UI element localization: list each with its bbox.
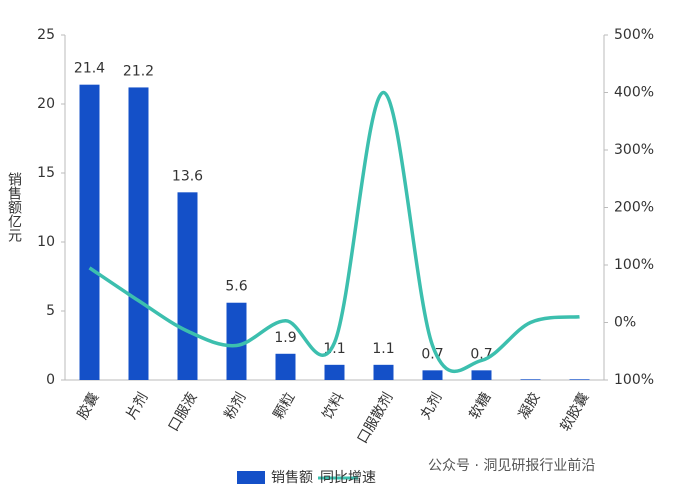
y-tick-label: 20 <box>37 96 55 112</box>
bar <box>324 364 345 380</box>
bar <box>177 192 198 380</box>
y2-tick-label: 200% <box>614 200 654 216</box>
bar <box>226 302 247 380</box>
data-label: 13.6 <box>172 168 203 184</box>
legend-label: 销售额 <box>271 470 313 486</box>
x-tick-label: 粉剂 <box>222 390 250 422</box>
x-tick-label: 软胶囊 <box>557 390 593 435</box>
bar <box>79 84 100 381</box>
x-tick-label: 饮料 <box>320 390 348 422</box>
x-tick-label: 片剂 <box>124 390 152 422</box>
y-axis-label: 销售额亿元 <box>6 172 22 243</box>
x-tick-label: 口服散剂 <box>355 390 397 446</box>
legend-swatch <box>237 471 265 484</box>
legend-label: 同比增速 <box>320 470 376 486</box>
y2-tick-label: 100% <box>614 372 654 388</box>
data-label: 1.1 <box>372 341 394 357</box>
y-tick-label: 0 <box>46 372 55 388</box>
bar <box>569 379 590 380</box>
x-tick-label: 胶囊 <box>74 390 103 423</box>
y-tick-label: 15 <box>37 165 55 181</box>
data-label: 21.4 <box>74 61 105 77</box>
y2-tick-label: 100% <box>614 257 654 273</box>
y-tick-label: 10 <box>37 234 55 250</box>
bar <box>520 379 541 380</box>
x-tick-label: 颗粒 <box>271 390 299 422</box>
data-label: 21.2 <box>123 63 154 79</box>
y2-tick-label: 400% <box>614 85 654 101</box>
bar <box>275 353 296 380</box>
bar <box>471 370 492 380</box>
x-tick-label: 凝胶 <box>515 390 544 423</box>
y-tick-label: 25 <box>37 27 55 43</box>
y2-tick-label: 0% <box>614 315 636 331</box>
y2-tick-label: 500% <box>614 27 654 43</box>
bar <box>422 370 443 380</box>
x-tick-label: 软糖 <box>467 390 495 422</box>
watermark: 公众号 · 洞见研报行业前沿 <box>428 457 595 474</box>
line <box>88 90 580 373</box>
x-tick-label: 丸剂 <box>418 390 446 422</box>
bar <box>373 364 394 380</box>
y2-tick-label: 300% <box>614 142 654 158</box>
data-label: 5.6 <box>225 279 247 295</box>
x-tick-label: 口服液 <box>166 390 201 434</box>
data-label: 1.9 <box>274 330 296 346</box>
y-tick-label: 5 <box>46 303 55 319</box>
bar <box>128 87 149 380</box>
